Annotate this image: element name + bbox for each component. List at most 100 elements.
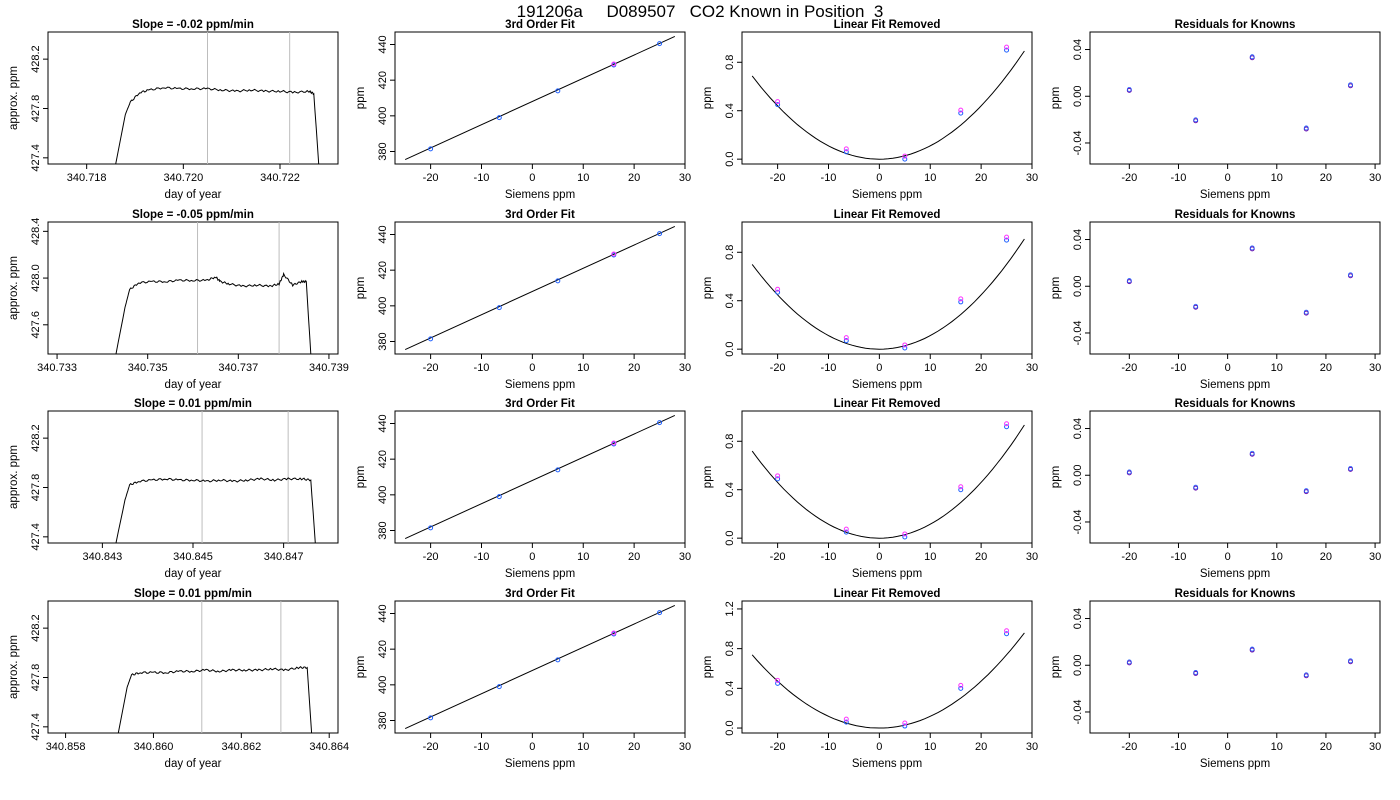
y-tick-label: 0.8 — [724, 434, 736, 449]
y-tick-label: 427.4 — [30, 713, 42, 741]
residual-point-alt — [1303, 488, 1309, 494]
data-point — [657, 420, 663, 426]
x-tick-label: 30 — [679, 172, 691, 184]
data-point — [1004, 47, 1010, 53]
data-point-alt — [958, 682, 964, 688]
x-tick-label: 30 — [679, 362, 691, 374]
data-point — [843, 149, 849, 155]
x-tick-label: 30 — [679, 551, 691, 563]
x-tick-label: 0 — [529, 551, 535, 563]
panel-title: Linear Fit Removed — [834, 588, 941, 600]
x-tick-label: 0 — [529, 172, 535, 184]
fit-line — [404, 36, 676, 160]
x-tick-label: -20 — [770, 551, 786, 563]
y-tick-label: 420 — [377, 640, 389, 658]
x-tick-label: 0 — [1225, 741, 1231, 753]
panel-2-1: Slope = -0.05 ppm/min 340.733 340.735 340.7… — [8, 209, 349, 391]
data-point — [555, 88, 561, 94]
y-tick-label: 0.00 — [1072, 655, 1084, 676]
x-axis-label: Siemens ppm — [1200, 379, 1270, 391]
fit-line — [404, 226, 676, 350]
data-point — [775, 680, 781, 686]
panel-title: Slope = 0.01 ppm/min — [134, 398, 252, 410]
residual-point-alt — [1348, 466, 1353, 471]
y-tick-label: 400 — [377, 486, 389, 504]
x-tick-label: -10 — [821, 551, 837, 563]
panel-1-2: 3rd Order Fit -20 -10 0 10 20 30 380 400 420 440 Si… — [355, 19, 691, 201]
residual-point-alt — [1249, 54, 1255, 60]
residual-point-alt — [1348, 82, 1353, 88]
x-axis-label: Siemens ppm — [1200, 758, 1270, 770]
panel-title: Linear Fit Removed — [834, 398, 941, 410]
plot-frame — [47, 410, 339, 544]
plot-frame — [1089, 410, 1381, 544]
fit-curve — [751, 238, 1025, 350]
x-tick-label: 20 — [975, 362, 987, 374]
data-point-alt — [1004, 44, 1010, 50]
data-point-alt — [775, 99, 781, 105]
y-tick-label: 0.0 — [724, 152, 736, 167]
x-tick-label: 10 — [577, 741, 589, 753]
x-tick-label: -10 — [474, 741, 490, 753]
x-tick-label: -10 — [1171, 362, 1187, 374]
residual-point-alt — [1348, 272, 1353, 278]
x-tick-label: -20 — [770, 172, 786, 184]
data-point — [902, 156, 908, 162]
x-tick-label: 20 — [975, 172, 987, 184]
concentration-trace — [115, 271, 312, 354]
plot-area — [115, 411, 316, 543]
plot-area — [751, 421, 1025, 540]
data-point-alt — [902, 153, 908, 159]
data-point — [843, 338, 849, 344]
y-tick-label: 0.8 — [724, 641, 736, 656]
residual-point-alt — [1193, 117, 1199, 123]
panel-1-4: Residuals for Knowns -20 -10 0 10 20 30 -0.04 0.… — [1050, 19, 1381, 201]
y-tick-label: 0.4 — [724, 681, 736, 696]
plot-frame — [47, 31, 339, 165]
data-point-alt — [843, 526, 849, 532]
y-tick-label: 0.04 — [1072, 39, 1084, 60]
y-tick-label: 427.4 — [30, 523, 42, 551]
x-axis-label: Siemens ppm — [505, 379, 575, 391]
y-tick-label: 440 — [377, 604, 389, 622]
x-tick-label: -10 — [821, 172, 837, 184]
x-tick-label: -20 — [423, 362, 439, 374]
page-title: 191206a D089507 CO2 Known in Position 3 — [516, 2, 884, 21]
y-tick-label: 1.2 — [724, 601, 736, 616]
y-tick-label: 0.00 — [1072, 86, 1084, 107]
data-point — [1004, 631, 1010, 637]
x-tick-label: 20 — [628, 551, 640, 563]
x-tick-label: -10 — [474, 172, 490, 184]
data-point — [555, 467, 561, 473]
y-tick-label: 440 — [377, 35, 389, 53]
y-axis-label: ppm — [355, 466, 367, 488]
data-point-alt — [843, 716, 849, 722]
x-tick-label: 340.843 — [82, 551, 122, 563]
y-tick-label: 380 — [377, 711, 389, 729]
x-axis-label: Siemens ppm — [852, 189, 922, 201]
x-tick-label: -20 — [1121, 741, 1137, 753]
x-tick-label: 340.718 — [67, 172, 107, 184]
x-axis-label: Siemens ppm — [852, 379, 922, 391]
y-tick-label: 0.04 — [1072, 608, 1084, 629]
x-tick-label: 340.733 — [37, 362, 77, 374]
panel-title: 3rd Order Fit — [505, 19, 575, 31]
plot-area — [117, 601, 313, 733]
plot-area — [404, 605, 676, 729]
panel-title: 3rd Order Fit — [505, 588, 575, 600]
y-tick-label: 0.04 — [1072, 229, 1084, 250]
y-tick-label: 0.00 — [1072, 465, 1084, 486]
y-axis-label: ppm — [355, 87, 367, 109]
data-point — [958, 487, 964, 493]
x-tick-label: 20 — [1320, 741, 1332, 753]
y-axis-label: ppm — [702, 656, 714, 678]
x-tick-label: 0 — [876, 741, 882, 753]
y-tick-label: 427.8 — [30, 95, 42, 123]
panel-title: Residuals for Knowns — [1175, 398, 1296, 410]
data-point — [657, 231, 663, 237]
data-point — [958, 299, 964, 305]
x-tick-label: 20 — [1320, 362, 1332, 374]
x-tick-label: 340.722 — [260, 172, 300, 184]
y-tick-label: 400 — [377, 297, 389, 315]
